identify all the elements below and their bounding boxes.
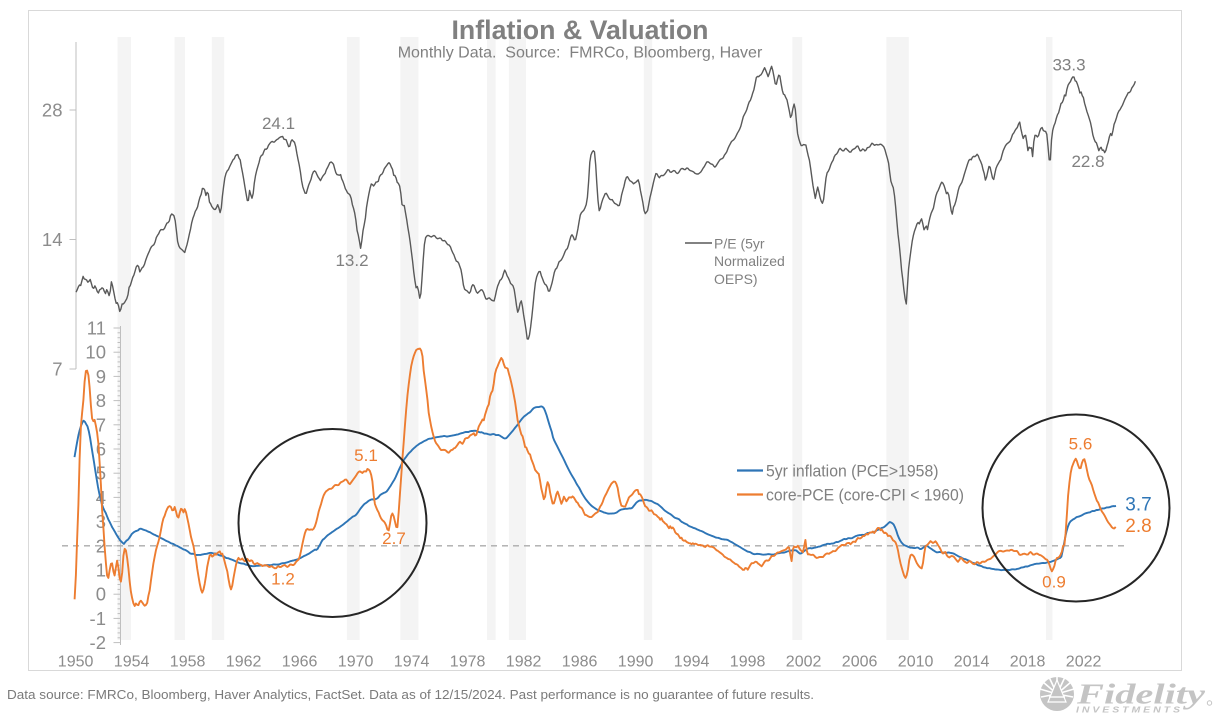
svg-text:1982: 1982 bbox=[506, 654, 542, 671]
svg-text:7: 7 bbox=[52, 359, 62, 380]
svg-text:OEPS): OEPS) bbox=[714, 271, 758, 287]
svg-text:2010: 2010 bbox=[898, 654, 934, 671]
svg-text:I N V E S T M E N T S: I N V E S T M E N T S bbox=[1076, 706, 1181, 715]
svg-text:1962: 1962 bbox=[226, 654, 262, 671]
svg-text:1990: 1990 bbox=[618, 654, 654, 671]
svg-text:9: 9 bbox=[96, 366, 106, 387]
svg-text:1974: 1974 bbox=[394, 654, 430, 671]
svg-text:1998: 1998 bbox=[730, 654, 766, 671]
svg-text:28: 28 bbox=[42, 100, 63, 121]
svg-text:0.9: 0.9 bbox=[1042, 573, 1066, 592]
svg-text:11: 11 bbox=[87, 318, 106, 339]
svg-text:Inflation & Valuation: Inflation & Valuation bbox=[452, 15, 709, 45]
svg-text:1.2: 1.2 bbox=[271, 570, 295, 589]
svg-text:core-PCE (core-CPI < 1960): core-PCE (core-CPI < 1960) bbox=[766, 487, 964, 505]
svg-text:22.8: 22.8 bbox=[1071, 152, 1104, 171]
svg-text:10: 10 bbox=[85, 342, 106, 363]
svg-text:0: 0 bbox=[96, 584, 106, 605]
svg-text:Data source: FMRCo, Bloomberg,: Data source: FMRCo, Bloomberg, Haver Ana… bbox=[7, 687, 814, 702]
svg-text:2.8: 2.8 bbox=[1125, 516, 1151, 537]
svg-text:1966: 1966 bbox=[282, 654, 318, 671]
svg-text:1970: 1970 bbox=[338, 654, 374, 671]
svg-text:6: 6 bbox=[96, 439, 106, 460]
svg-text:3: 3 bbox=[96, 511, 106, 532]
svg-text:2022: 2022 bbox=[1066, 654, 1102, 671]
svg-text:1978: 1978 bbox=[450, 654, 486, 671]
svg-text:Normalized: Normalized bbox=[714, 253, 785, 269]
svg-text:2002: 2002 bbox=[786, 654, 822, 671]
svg-text:Monthly Data. Source: FMRCo,: Monthly Data. Source: FMRCo, Bloomberg, … bbox=[398, 45, 763, 62]
svg-text:2.7: 2.7 bbox=[382, 529, 406, 548]
svg-text:3.7: 3.7 bbox=[1125, 495, 1151, 516]
svg-text:5.1: 5.1 bbox=[354, 446, 378, 465]
svg-text:2006: 2006 bbox=[842, 654, 878, 671]
svg-text:1954: 1954 bbox=[114, 654, 150, 671]
svg-text:-2: -2 bbox=[90, 632, 106, 653]
svg-text:Fidelity: Fidelity bbox=[1076, 679, 1206, 711]
svg-text:13.2: 13.2 bbox=[335, 251, 368, 270]
svg-text:1: 1 bbox=[96, 560, 106, 581]
svg-text:-1: -1 bbox=[90, 608, 106, 629]
svg-text:1958: 1958 bbox=[170, 654, 206, 671]
svg-text:24.1: 24.1 bbox=[262, 114, 295, 133]
svg-text:2018: 2018 bbox=[1010, 654, 1046, 671]
svg-text:5.6: 5.6 bbox=[1069, 435, 1093, 454]
svg-text:8: 8 bbox=[96, 390, 106, 411]
svg-text:1986: 1986 bbox=[562, 654, 598, 671]
svg-text:7: 7 bbox=[96, 414, 106, 435]
svg-text:2014: 2014 bbox=[954, 654, 990, 671]
svg-text:33.3: 33.3 bbox=[1052, 56, 1085, 75]
svg-text:P/E (5yr: P/E (5yr bbox=[714, 236, 765, 252]
svg-text:1994: 1994 bbox=[674, 654, 710, 671]
svg-text:5yr inflation (PCE>1958): 5yr inflation (PCE>1958) bbox=[766, 463, 939, 481]
svg-text:14: 14 bbox=[42, 229, 63, 250]
svg-text:1950: 1950 bbox=[58, 654, 94, 671]
